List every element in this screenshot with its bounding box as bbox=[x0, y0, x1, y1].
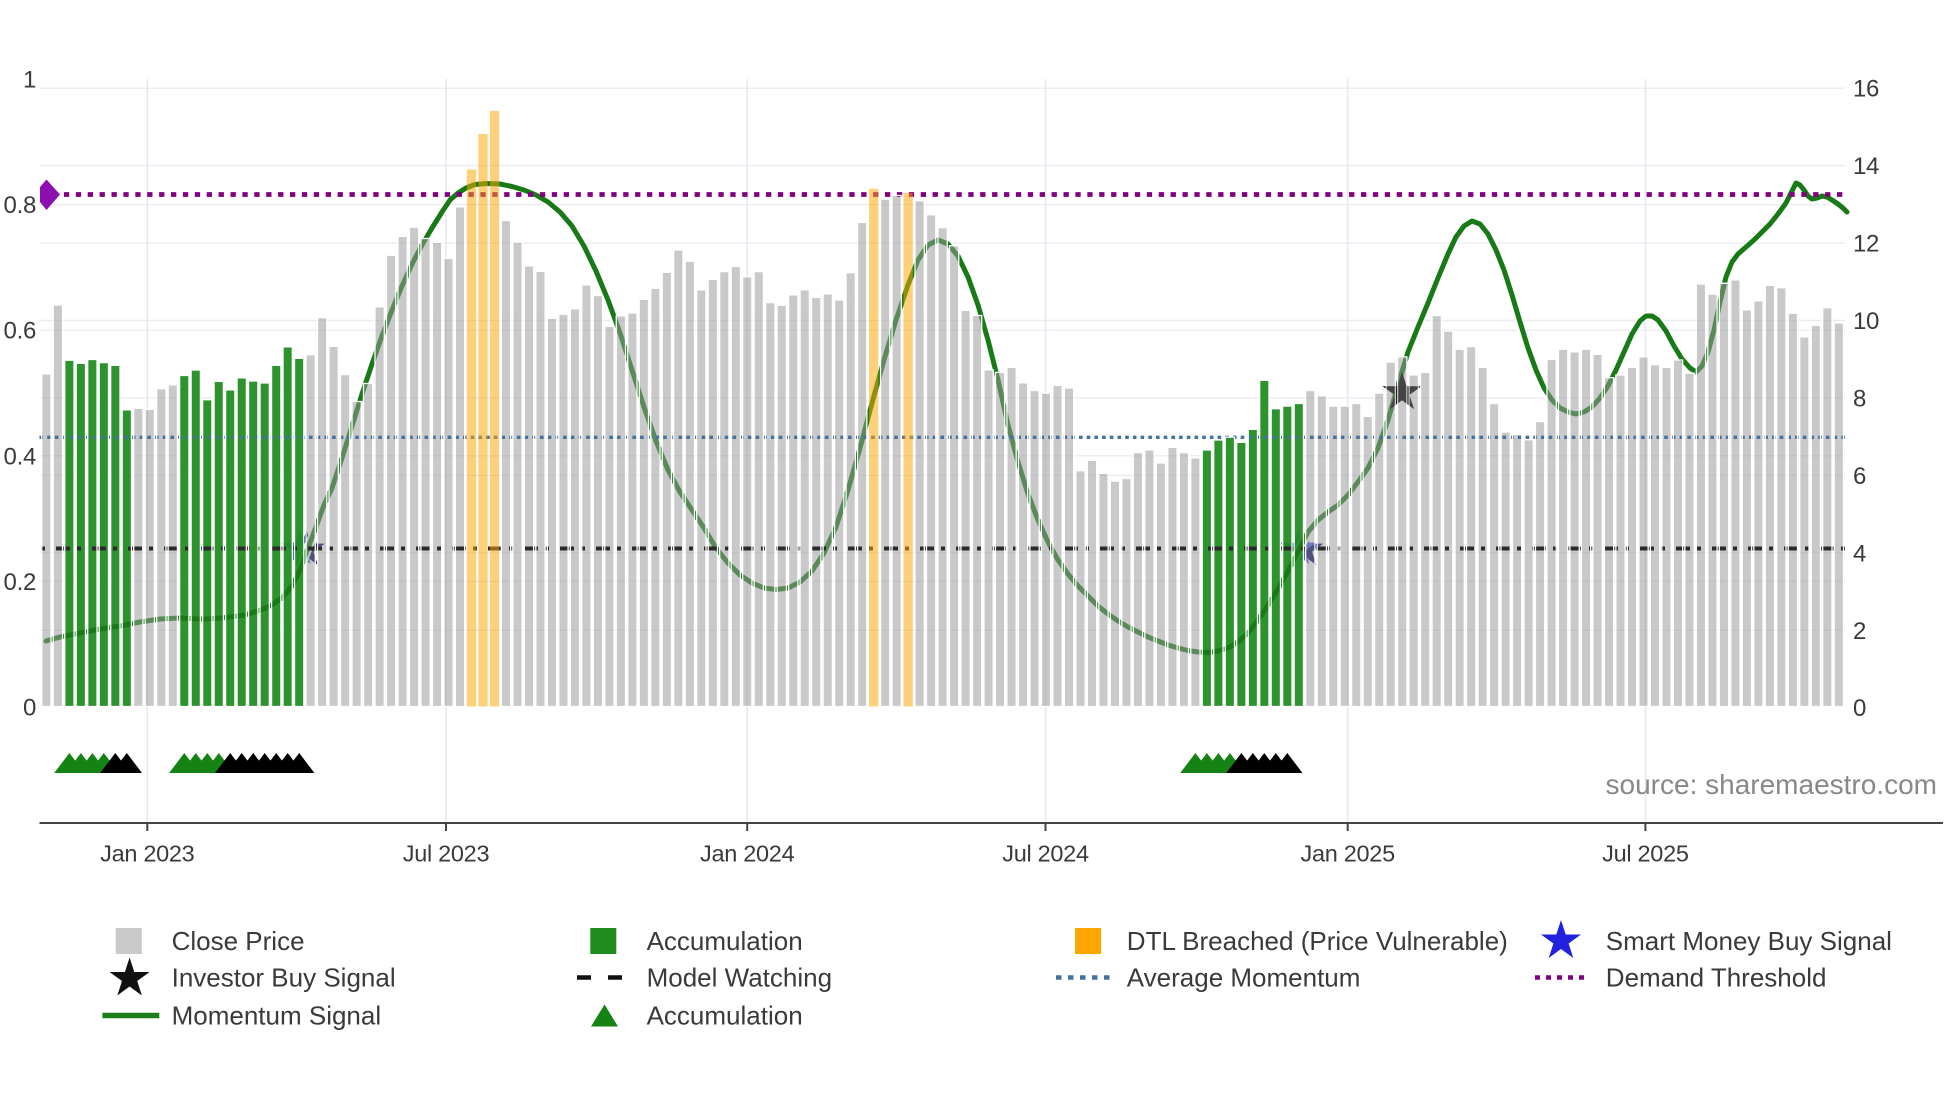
svg-text:8: 8 bbox=[1853, 385, 1866, 412]
svg-text:Momentum Signal: Momentum Signal bbox=[172, 1001, 382, 1031]
svg-text:12: 12 bbox=[1853, 231, 1879, 258]
svg-text:Average Momentum: Average Momentum bbox=[1127, 963, 1361, 993]
svg-text:0: 0 bbox=[23, 695, 36, 722]
svg-text:6: 6 bbox=[1853, 463, 1866, 490]
svg-text:Jan 2025: Jan 2025 bbox=[1301, 841, 1396, 867]
svg-text:4: 4 bbox=[1853, 540, 1866, 567]
svg-text:16: 16 bbox=[1853, 76, 1879, 103]
svg-text:0.2: 0.2 bbox=[4, 569, 36, 596]
svg-text:10: 10 bbox=[1853, 308, 1879, 335]
svg-text:Demand Threshold: Demand Threshold bbox=[1606, 963, 1827, 993]
svg-text:1: 1 bbox=[23, 67, 36, 94]
svg-text:source: sharemaestro.com: source: sharemaestro.com bbox=[1606, 769, 1937, 800]
svg-text:Jul 2024: Jul 2024 bbox=[1002, 841, 1089, 867]
svg-text:Jul 2023: Jul 2023 bbox=[403, 841, 490, 867]
svg-text:0.4: 0.4 bbox=[4, 443, 36, 470]
svg-text:Accumulation: Accumulation bbox=[647, 926, 803, 956]
svg-text:14: 14 bbox=[1853, 153, 1879, 180]
svg-text:2: 2 bbox=[1853, 618, 1866, 645]
svg-text:0: 0 bbox=[1853, 695, 1866, 722]
svg-text:Accumulation: Accumulation bbox=[647, 1001, 803, 1031]
svg-text:Model Watching: Model Watching bbox=[647, 963, 832, 993]
svg-text:DTL Breached (Price Vulnerable: DTL Breached (Price Vulnerable) bbox=[1127, 926, 1508, 956]
svg-text:0.8: 0.8 bbox=[4, 192, 36, 219]
svg-text:Close Price: Close Price bbox=[172, 926, 305, 956]
svg-text:Investor Buy Signal: Investor Buy Signal bbox=[172, 963, 396, 993]
svg-text:Jan 2024: Jan 2024 bbox=[700, 841, 795, 867]
svg-text:Jul 2025: Jul 2025 bbox=[1602, 841, 1689, 867]
svg-text:0.6: 0.6 bbox=[4, 318, 36, 345]
svg-text:Jan 2023: Jan 2023 bbox=[100, 841, 195, 867]
svg-text:Smart Money Buy Signal: Smart Money Buy Signal bbox=[1606, 926, 1892, 956]
